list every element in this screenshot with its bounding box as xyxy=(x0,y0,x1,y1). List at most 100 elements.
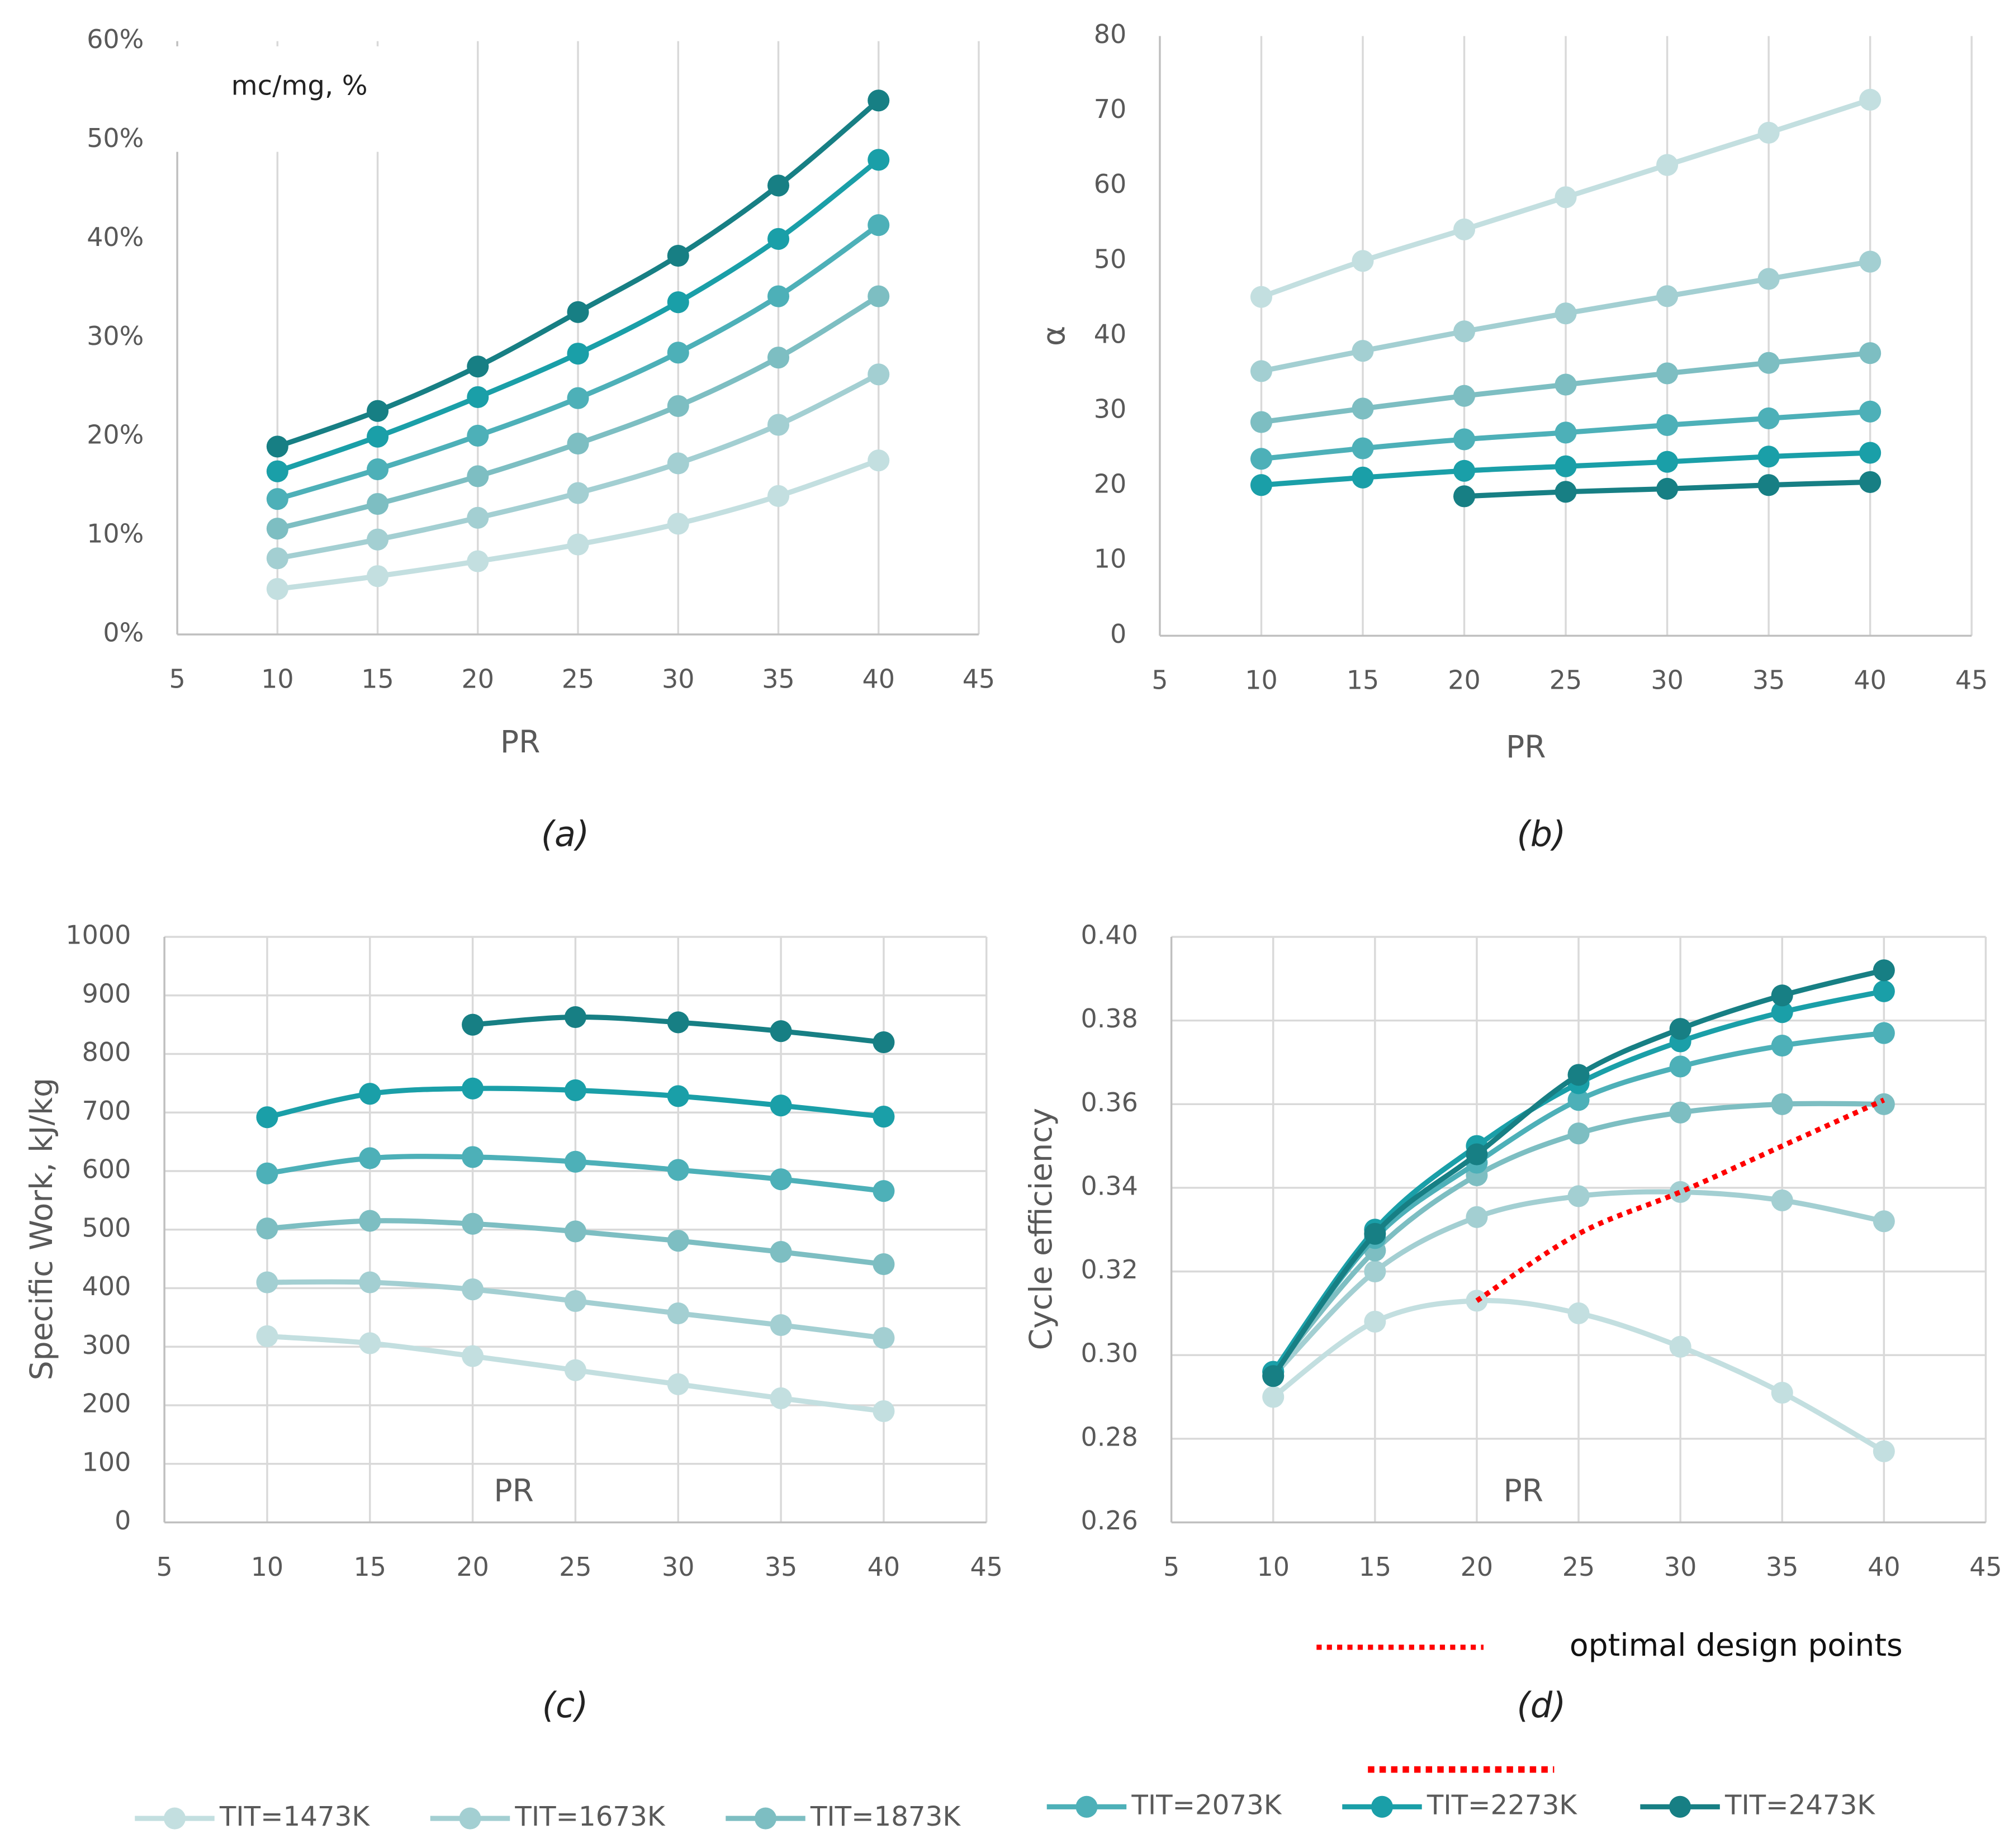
data-point xyxy=(367,565,389,587)
data-point xyxy=(359,1083,381,1105)
legend-label: TIT=1673K xyxy=(514,1801,665,1832)
data-point xyxy=(1859,442,1882,464)
data-point xyxy=(868,363,890,386)
data-point xyxy=(1352,466,1374,489)
data-point xyxy=(667,244,689,267)
data-point xyxy=(1656,477,1679,500)
data-point xyxy=(1771,1001,1793,1023)
y-tick-label: 0.36 xyxy=(1081,1087,1138,1117)
data-point xyxy=(564,1359,586,1381)
x-tick-label: 40 xyxy=(862,664,894,694)
legend-marker xyxy=(754,1807,777,1830)
data-point xyxy=(667,342,689,364)
data-point xyxy=(767,485,790,507)
y-tick-label: 100 xyxy=(82,1447,131,1477)
data-point xyxy=(1352,437,1374,459)
x-tick-label: 5 xyxy=(1163,1552,1179,1582)
data-point xyxy=(667,513,689,535)
data-point xyxy=(359,1271,381,1293)
y-tick-label: 0.30 xyxy=(1081,1338,1138,1368)
data-point xyxy=(256,1271,278,1293)
data-point xyxy=(467,386,489,409)
data-point xyxy=(266,578,288,600)
data-point xyxy=(1352,250,1374,272)
caption: (a) xyxy=(541,813,589,854)
y-tick-label: 800 xyxy=(82,1037,131,1067)
data-point xyxy=(1262,1365,1285,1387)
data-point xyxy=(873,1106,895,1128)
x-tick-label: 15 xyxy=(1347,665,1379,695)
data-point xyxy=(462,1146,484,1168)
caption: (c) xyxy=(542,1685,589,1726)
y-axis-label: Cycle efficiency xyxy=(1023,1108,1059,1351)
y-tick-label: 40% xyxy=(87,222,144,252)
data-point xyxy=(1873,980,1895,1002)
x-tick-label: 40 xyxy=(868,1552,900,1582)
data-point xyxy=(1771,1034,1793,1057)
data-point xyxy=(1669,1101,1691,1124)
data-point xyxy=(770,1241,792,1263)
legend-label: optimal design points xyxy=(1570,1628,1903,1664)
data-point xyxy=(1859,88,1882,111)
data-point xyxy=(1757,446,1780,468)
x-tick-label: 25 xyxy=(559,1552,591,1582)
data-point xyxy=(1859,342,1882,364)
y-tick-label: 600 xyxy=(82,1154,131,1184)
data-point xyxy=(564,1006,586,1029)
data-point xyxy=(770,1387,792,1410)
y-tick-label: 700 xyxy=(82,1096,131,1126)
data-point xyxy=(1262,1386,1285,1408)
data-point xyxy=(873,1253,895,1276)
data-point xyxy=(770,1168,792,1191)
x-axis-label: PR xyxy=(1506,729,1546,765)
y-tick-label: 20% xyxy=(87,420,144,450)
y-tick-label: 50% xyxy=(87,123,144,153)
data-point xyxy=(1669,1335,1691,1358)
legend-label: TIT=1873K xyxy=(810,1801,961,1832)
x-tick-label: 40 xyxy=(1854,665,1886,695)
data-point xyxy=(1453,385,1476,407)
y-tick-label: 900 xyxy=(82,978,131,1008)
caption: (b) xyxy=(1517,813,1566,854)
y-tick-label: 40 xyxy=(1094,319,1126,349)
x-tick-label: 10 xyxy=(1245,665,1277,695)
data-point xyxy=(266,460,288,482)
data-point xyxy=(1567,1064,1590,1086)
x-tick-label: 35 xyxy=(1752,665,1785,695)
x-tick-label: 10 xyxy=(261,664,293,694)
y-tick-label: 10% xyxy=(87,519,144,549)
data-point xyxy=(1364,1261,1386,1283)
data-point xyxy=(868,449,890,472)
data-point xyxy=(667,1011,689,1034)
data-point xyxy=(667,395,689,417)
y-tick-label: 50 xyxy=(1094,244,1126,274)
data-point xyxy=(1656,154,1679,176)
x-tick-label: 20 xyxy=(462,664,494,694)
data-point xyxy=(770,1094,792,1117)
data-point xyxy=(1567,1122,1590,1145)
x-tick-label: 25 xyxy=(562,664,594,694)
y-tick-label: 10 xyxy=(1094,544,1126,574)
data-point xyxy=(367,425,389,448)
x-tick-label: 5 xyxy=(1151,665,1168,695)
data-point xyxy=(359,1210,381,1232)
x-tick-label: 20 xyxy=(1448,665,1480,695)
y-axis-label: α xyxy=(1036,326,1072,346)
data-point xyxy=(1555,421,1577,444)
data-point xyxy=(1250,286,1273,308)
data-point xyxy=(266,488,288,510)
legend-marker xyxy=(1371,1795,1393,1818)
y-tick-label: 1000 xyxy=(65,920,131,950)
data-point xyxy=(873,1327,895,1349)
data-point xyxy=(564,1150,586,1173)
data-point xyxy=(1873,1210,1895,1233)
data-point xyxy=(359,1332,381,1354)
legend-label: TIT=2473K xyxy=(1724,1789,1875,1821)
y-tick-label: 80 xyxy=(1094,19,1126,49)
x-tick-label: 15 xyxy=(361,664,394,694)
x-tick-label: 45 xyxy=(1955,665,1988,695)
y-tick-label: 0.34 xyxy=(1081,1171,1138,1201)
data-point xyxy=(462,1013,484,1036)
data-point xyxy=(567,533,589,556)
